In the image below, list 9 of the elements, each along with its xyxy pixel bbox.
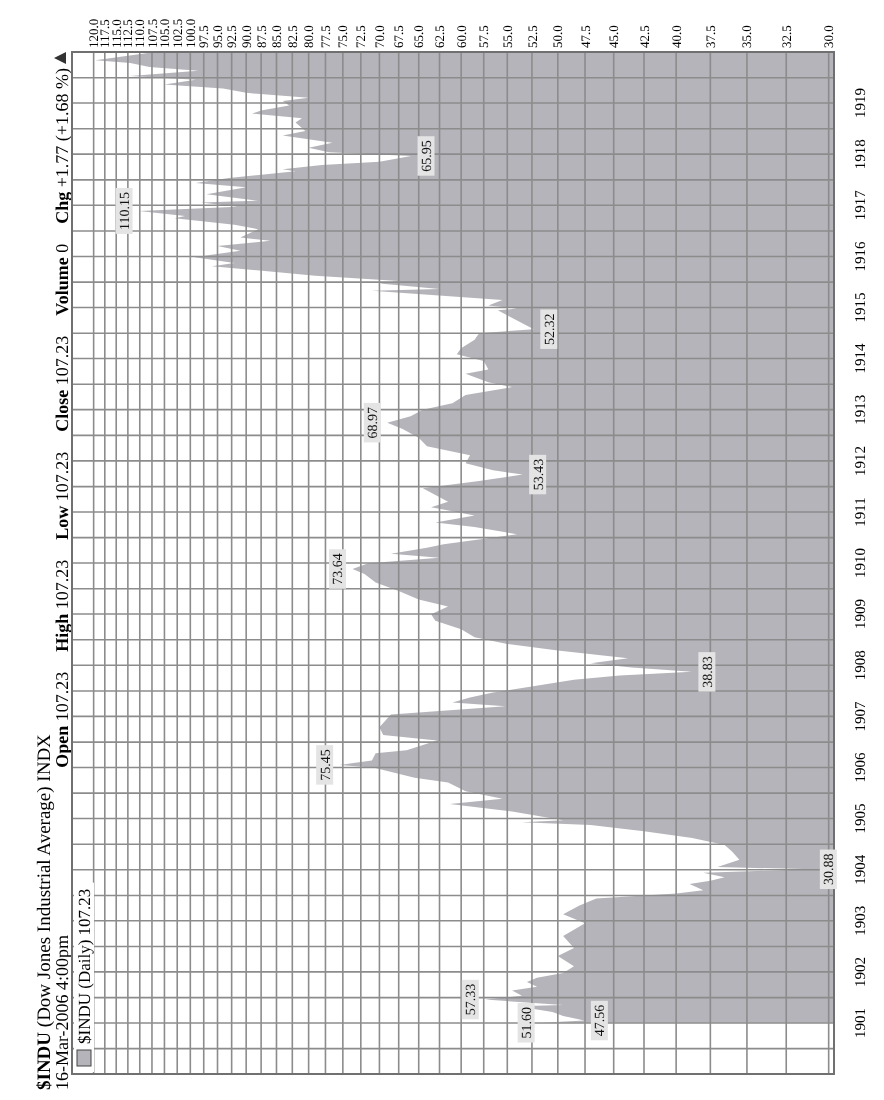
annotation: High 107.23 bbox=[52, 558, 72, 652]
annotation: Open 107.23 bbox=[52, 670, 72, 768]
annotation: Volume 0 bbox=[52, 242, 72, 316]
text: $INDU (Daily) 107.23 bbox=[74, 888, 94, 1044]
annotation: Chg +1.77 (+1.68 %) bbox=[52, 67, 72, 224]
annotation: Low 107.23 bbox=[52, 450, 72, 540]
text: 16-Mar-2006 4:00pm bbox=[52, 934, 72, 1090]
text: $INDU (Dow Jones Industrial Average) INDX bbox=[36, 733, 56, 1090]
annotation: Close 107.23 bbox=[52, 334, 72, 432]
